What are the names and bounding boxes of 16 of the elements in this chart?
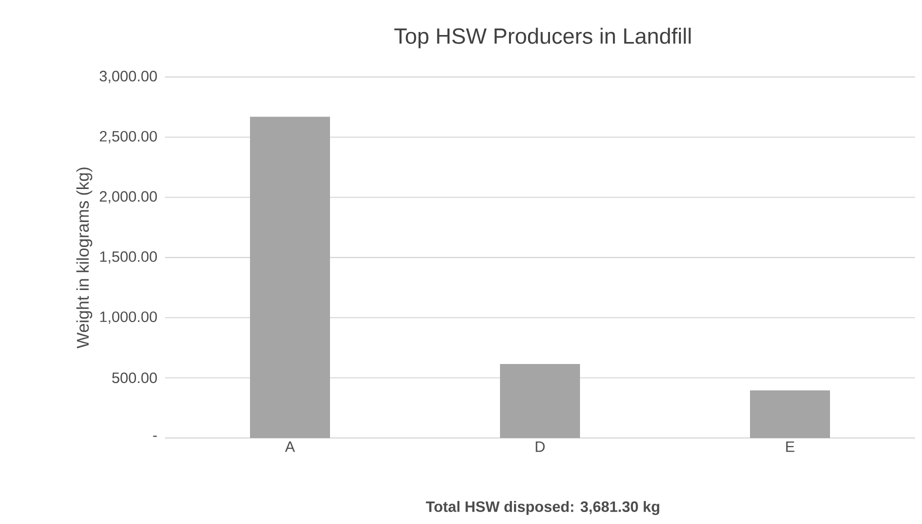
- y-tick-label: 2,000.00: [100, 191, 157, 204]
- bar: [750, 390, 830, 438]
- y-tick-label: 2,500.00: [100, 130, 157, 144]
- x-axis-title: Total HSW disposed: 3,681.30 kg: [426, 500, 660, 516]
- y-tick-label: 500.00: [112, 372, 157, 384]
- bar: [250, 116, 330, 438]
- y-tick-label: -: [153, 436, 157, 437]
- x-tick-label: A: [285, 442, 295, 452]
- x-tick-label: D: [536, 442, 545, 452]
- y-axis-title: Weight in kilograms (kg): [76, 168, 92, 348]
- y-tick-label: 1,500.00: [100, 251, 157, 264]
- bar: [500, 364, 580, 438]
- y-tick-label: 1,000.00: [100, 311, 157, 324]
- x-tick-label: E: [786, 442, 794, 452]
- chart-title: Top HSW Producers in Landfill: [394, 28, 691, 48]
- y-tick-label: 3,000.00: [100, 70, 157, 84]
